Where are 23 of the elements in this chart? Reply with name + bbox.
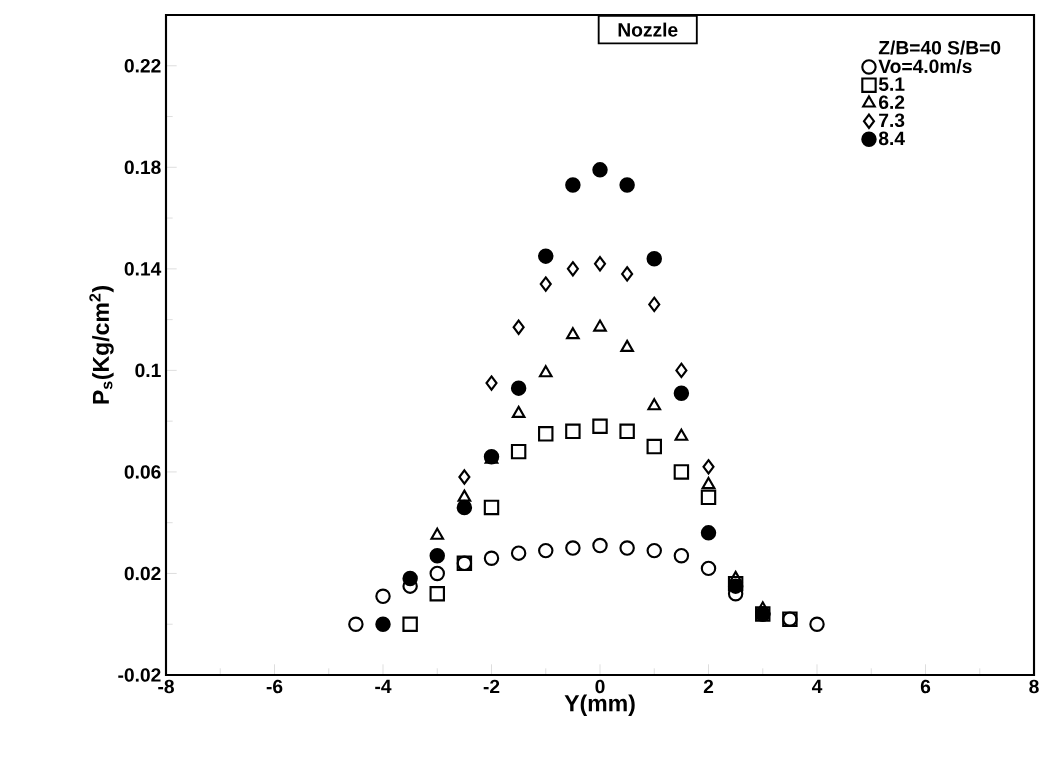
y-tick-label: 0.22 [124,58,161,73]
x-tick-label: -4 [375,679,392,693]
y-tick-label: 0.06 [124,465,161,479]
x-tick-label: 6 [920,679,931,694]
legend-label: 7.3 [879,113,905,128]
x-axis-title: Y(mm) [564,694,635,716]
y-tick-label: 0.02 [124,566,161,581]
x-tick-label: 0 [595,679,605,694]
legend-title: Z/B=40 S/B=0 [878,40,1001,55]
y-tick-label: 0.1 [135,363,161,378]
legend-label: Vo=4.0m/s [878,58,972,74]
x-tick-label: 8 [1029,679,1039,694]
annotation: Nozzle [618,22,678,37]
x-tick-label: -2 [483,679,500,694]
legend-label: 8.4 [878,131,905,146]
x-tick-label: -6 [266,679,283,694]
y-axis-title: P$_{s}$(Kg/cm$^{2}$) [89,286,114,404]
y-tick-label: 0.14 [124,262,162,276]
legend-label: 5.1 [878,77,905,91]
x-tick-label: 2 [703,679,714,694]
legend-label: 6.2 [879,95,905,110]
x-tick-label: 4 [811,679,823,693]
y-tick-label: 0.18 [124,160,161,175]
